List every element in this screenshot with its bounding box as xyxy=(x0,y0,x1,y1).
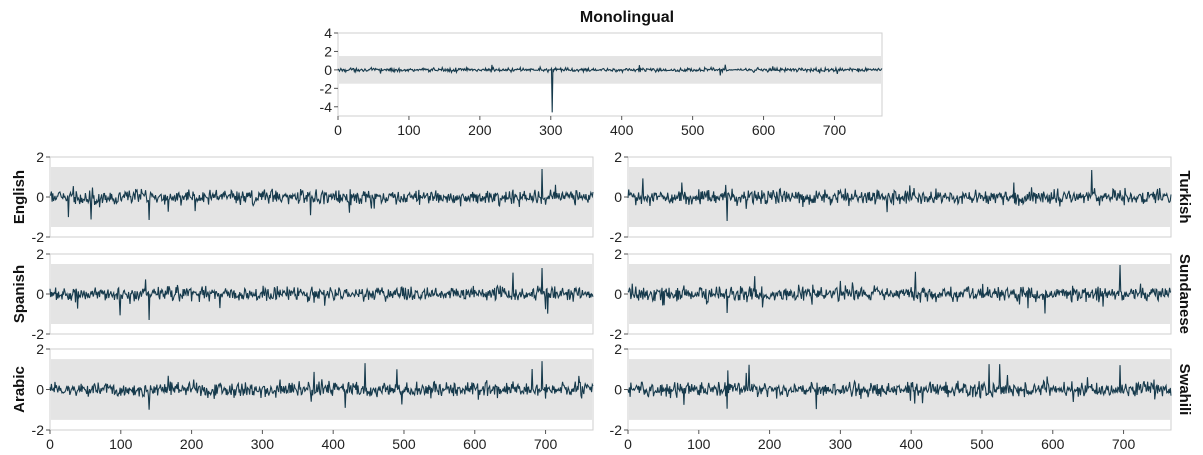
x-tick-label: 0 xyxy=(624,436,632,452)
y-tick-label: 0 xyxy=(614,382,622,398)
chart-panel-turkish: 2 0 -2 Turkish xyxy=(610,149,1193,245)
y-tick-label: -4 xyxy=(320,99,333,115)
x-tick-label: 700 xyxy=(1112,436,1136,452)
language-label-turkish: Turkish xyxy=(1176,170,1193,223)
series-line-turkish xyxy=(627,169,1172,222)
y-tick-label: 0 xyxy=(614,189,622,205)
y-tick-label: 0 xyxy=(36,286,44,302)
y-tick-label: 2 xyxy=(324,43,332,59)
x-tick-label: 200 xyxy=(468,122,492,138)
panels: 420-2-40 100 200 300 400 500 600 70020-2English… xyxy=(11,25,1193,452)
series-line-sundanese xyxy=(627,264,1172,314)
y-tick-label: -2 xyxy=(320,80,333,96)
x-tick-label: 300 xyxy=(251,436,275,452)
y-tick-label: 2 xyxy=(36,149,44,165)
x-tick-label: 700 xyxy=(823,122,847,138)
y-tick-label: -2 xyxy=(610,422,623,438)
x-tick-label: 300 xyxy=(829,436,853,452)
x-tick-label: 200 xyxy=(758,436,782,452)
language-label-english: English xyxy=(11,170,28,224)
x-tick-label: 100 xyxy=(397,122,421,138)
x-tick-label: 400 xyxy=(610,122,634,138)
y-tick-label: 2 xyxy=(614,246,622,262)
x-tick-label: 400 xyxy=(900,436,924,452)
x-tick-label: 700 xyxy=(534,436,558,452)
x-tick-label: 600 xyxy=(752,122,776,138)
x-tick-label: 400 xyxy=(322,436,346,452)
x-tick-label: 0 xyxy=(334,122,342,138)
language-label-sundanese: Sundanese xyxy=(1176,254,1193,334)
series-line-arabic xyxy=(49,361,594,410)
x-tick-label: 500 xyxy=(392,436,416,452)
y-tick-label: 2 xyxy=(36,246,44,262)
x-tick-label: 0 xyxy=(46,436,54,452)
chart-panel-sundanese: 2 0 -2 Sundanese xyxy=(610,246,1193,342)
y-tick-label: -2 xyxy=(610,326,623,342)
y-tick-label: 0 xyxy=(614,286,622,302)
x-tick-label: 500 xyxy=(970,436,994,452)
chart-panel-monolingual: 420-2-40 100 200 300 400 500 600 700 xyxy=(320,25,883,138)
x-tick-label: 300 xyxy=(539,122,563,138)
series-line-monolingual xyxy=(337,64,883,113)
language-label-spanish: Spanish xyxy=(11,265,28,323)
x-tick-label: 600 xyxy=(463,436,487,452)
y-tick-label: 2 xyxy=(614,341,622,357)
series-line-english xyxy=(49,168,594,221)
language-label-arabic: Arabic xyxy=(11,366,28,413)
series-line-swahili xyxy=(627,364,1172,410)
series-line-spanish xyxy=(49,267,594,321)
language-label-swahili: Swahili xyxy=(1176,364,1193,416)
y-tick-label: -2 xyxy=(32,422,45,438)
x-tick-label: 100 xyxy=(687,436,711,452)
x-tick-label: 200 xyxy=(180,436,204,452)
y-tick-label: 0 xyxy=(36,382,44,398)
y-tick-label: 2 xyxy=(36,341,44,357)
figure-title: Monolingual xyxy=(580,9,674,26)
y-tick-label: 2 xyxy=(614,149,622,165)
y-tick-label: 0 xyxy=(36,189,44,205)
y-tick-label: -2 xyxy=(610,229,623,245)
y-tick-label: -2 xyxy=(32,229,45,245)
x-tick-label: 100 xyxy=(109,436,133,452)
x-tick-label: 500 xyxy=(681,122,705,138)
y-tick-label: -2 xyxy=(32,326,45,342)
y-tick-label: 0 xyxy=(324,62,332,78)
y-tick-label: 4 xyxy=(324,25,332,41)
x-tick-label: 600 xyxy=(1041,436,1065,452)
